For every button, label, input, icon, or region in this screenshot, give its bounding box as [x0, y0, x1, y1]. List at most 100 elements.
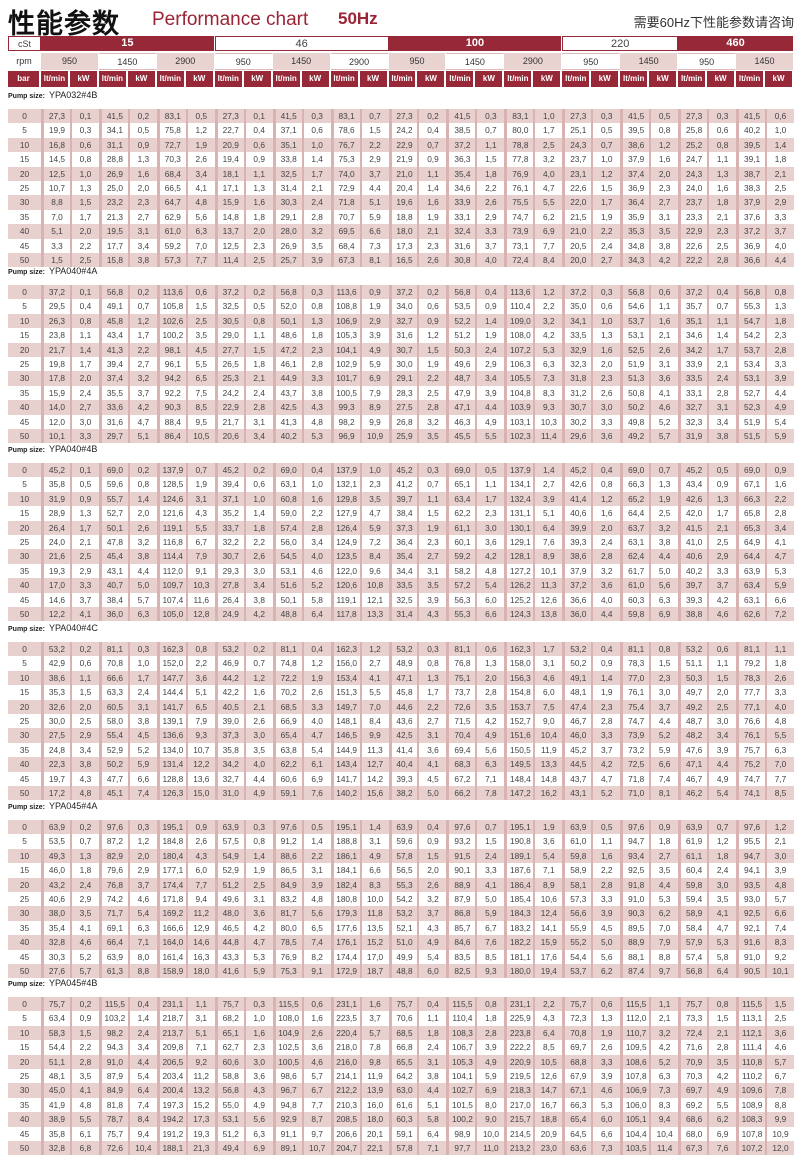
pump-model: YPA040#4B [48, 444, 98, 454]
power-cell: 7,8 [359, 1040, 389, 1055]
flow-unit-header: lt/min [620, 71, 650, 87]
power-cell: 11,8 [359, 906, 389, 921]
flow-cell: 12,0 [41, 414, 70, 429]
table-row: 5 35,8 0,5 59,6 0,8 128,5 1,9 39,4 0,6 63,1 1,0 132… [8, 477, 794, 492]
power-cell: 2,2 [591, 863, 620, 878]
flow-cell: 71,7 [98, 906, 128, 921]
flow-cell: 49,3 [41, 848, 70, 864]
flow-cell: 120,6 [330, 578, 360, 593]
power-cell: 6,0 [185, 863, 215, 878]
power-cell: 5,3 [243, 949, 273, 964]
power-cell: 3,4 [301, 534, 331, 550]
pump-size-label: Pump size: YPA040#4B [8, 444, 97, 454]
power-cell: 7,4 [127, 785, 157, 801]
power-cell: 0,7 [417, 137, 447, 153]
flow-cell: 98,6 [272, 1068, 302, 1084]
flow-cell: 98,2 [330, 414, 360, 429]
flow-cell: 3,3 [41, 238, 70, 253]
pump-table-YPA040#4A: 0 37,2 0,1 56,8 0,2 113,6 0,6 37,2 0,2 56,8 0,3 113… [8, 285, 794, 444]
power-cell: 1,5 [243, 342, 273, 357]
power-cell: 3,6 [591, 578, 621, 593]
power-cell: 0,4 [69, 299, 99, 314]
power-cell: 2,0 [649, 166, 679, 181]
table-row: 45 30,3 5,2 63,9 8,0 161,4 16,3 43,3 5,3 76,9 8,2 1… [8, 949, 794, 964]
power-cell: 3,1 [649, 209, 678, 225]
power-cell: 4,9 [243, 785, 273, 801]
power-cell: 0,2 [417, 109, 447, 124]
power-unit-header: kW [649, 71, 679, 87]
flow-cell: 41,4 [388, 742, 418, 758]
pressure-bar-cell: 35 [19, 744, 30, 755]
power-cell: 0,6 [185, 285, 215, 300]
flow-cell: 56,0 [272, 534, 302, 550]
power-cell: 0,7 [707, 299, 736, 314]
power-cell: 1,5 [707, 670, 737, 686]
flow-cell: 27,8 [214, 578, 244, 593]
flow-cell: 141,7 [156, 699, 186, 714]
flow-cell: 29,0 [214, 328, 244, 343]
flow-cell: 143,4 [330, 757, 360, 772]
power-cell: 2,0 [475, 670, 505, 686]
flow-cell: 58,2 [446, 563, 475, 579]
flow-cell: 37,9 [562, 563, 591, 579]
flow-cell: 29,1 [388, 371, 418, 386]
power-cell: 5,4 [475, 578, 505, 593]
flow-cell: 45,4 [98, 549, 128, 564]
power-cell: 0,9 [69, 1011, 99, 1026]
power-cell: 4,7 [533, 180, 562, 196]
flow-cell: 51,1 [678, 656, 707, 671]
flow-cell: 126,3 [156, 785, 186, 801]
power-cell: 6,4 [301, 606, 331, 622]
flow-cell: 66,3 [736, 491, 766, 507]
flow-cell: 180,8 [330, 891, 360, 907]
flow-cell: 96,7 [272, 1083, 302, 1098]
power-cell: 3,5 [707, 891, 736, 907]
table-row: 35 15,9 2,4 35,5 3,7 92,2 7,5 24,2 2,4 43,7 3,8 100… [8, 385, 794, 401]
flow-cell: 78,3 [620, 656, 649, 671]
flow-cell: 7,0 [41, 209, 70, 225]
flow-cell: 191,2 [156, 1126, 186, 1141]
flow-cell: 194,2 [156, 1112, 186, 1127]
flow-cell: 65,5 [388, 1054, 418, 1069]
flow-cell: 17,3 [388, 238, 418, 253]
power-cell: 13,3 [359, 606, 389, 622]
flow-cell: 69,7 [562, 1040, 591, 1055]
flow-cell: 49,1 [562, 670, 592, 686]
power-cell: 10,8 [359, 578, 389, 593]
flow-cell: 38,7 [736, 166, 766, 181]
flow-cell: 144,9 [330, 742, 360, 758]
power-cell: 10,1 [765, 963, 794, 979]
flow-cell: 17,8 [41, 371, 70, 386]
flow-cell: 56,8 [214, 1083, 244, 1098]
flow-cell: 182,2 [504, 935, 534, 950]
flow-cell: 59,8 [678, 877, 708, 892]
power-cell: 6,4 [127, 1083, 157, 1098]
power-cell: 3,3 [69, 578, 99, 593]
power-cell: 0,7 [649, 463, 679, 478]
flow-cell: 30,2 [562, 414, 591, 429]
flow-cell: 38,6 [41, 670, 70, 686]
power-cell: 1,2 [649, 137, 679, 153]
flow-cell: 66,9 [272, 713, 302, 729]
power-cell: 7,6 [475, 935, 505, 950]
flow-cell: 73,2 [620, 742, 649, 758]
flow-cell: 51,5 [736, 428, 766, 444]
power-cell: 0,3 [417, 463, 447, 478]
pump-model: YPA032#4B [48, 90, 98, 100]
power-cell: 5,9 [243, 963, 273, 979]
power-cell: 2,7 [127, 209, 157, 225]
power-cell: 0,7 [127, 299, 157, 314]
flow-unit-header: lt/min [562, 71, 592, 87]
power-cell: 2,6 [185, 834, 215, 849]
flow-cell: 231,1 [504, 997, 534, 1012]
power-cell: 5,5 [69, 1112, 99, 1127]
flow-cell: 61,0 [562, 834, 591, 849]
flow-cell: 81,1 [98, 642, 128, 657]
flow-cell: 63,0 [388, 1083, 418, 1098]
power-cell: 8,1 [649, 785, 679, 801]
table-row: 40 17,0 3,3 40,7 5,0 109,7 10,3 27,8 3,4 51,6 5,2 1… [8, 578, 794, 593]
power-cell: 1,3 [243, 180, 273, 196]
power-cell: 4,0 [765, 238, 794, 253]
flow-cell: 63,1 [620, 534, 649, 550]
power-cell: 2,2 [533, 299, 562, 314]
